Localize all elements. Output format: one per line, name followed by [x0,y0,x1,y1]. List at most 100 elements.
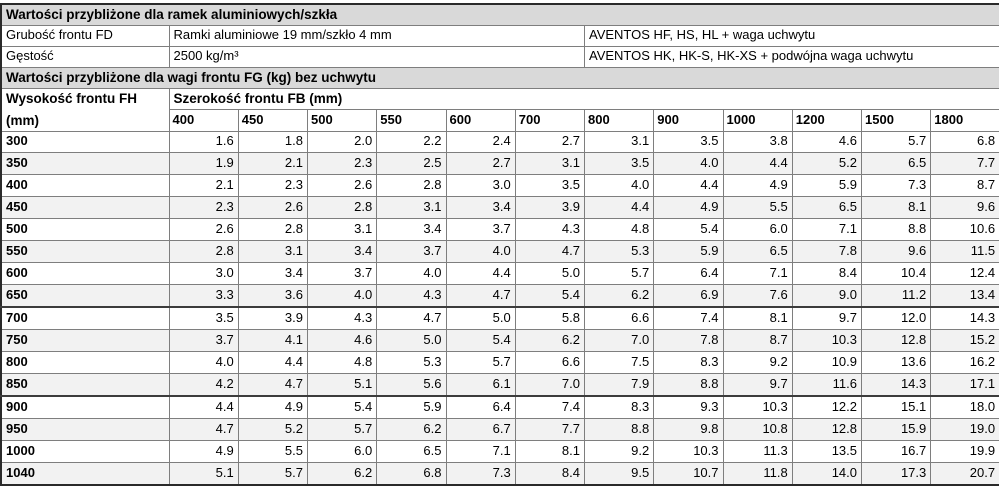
weight-cell-fh300-fb450: 1.8 [237,130,309,154]
weight-cell-fh400-fb450: 2.3 [237,174,309,198]
weight-cell-fh550-fb400: 2.8 [168,240,239,263]
weight-cell-fh700-fb450: 3.9 [237,305,309,331]
weight-row-fh-500: 500 2.6 2.8 3.1 3.4 3.7 4.3 4.8 5.4 6.0 7.1 8.8 10.6 [0,218,999,242]
weight-cell-fh650-fb1200: 9.0 [791,283,863,308]
weight-cell-fh750-fb1200: 10.3 [791,329,863,352]
weight-cell-fh500-fb1200: 7.1 [791,218,863,242]
weight-cell-fh300-fb600: 2.4 [445,130,516,154]
weight-cell-fh400-fb1200: 5.9 [791,174,863,198]
weight-cell-fh350-fb700: 3.1 [514,152,586,176]
weight-cell-fh800-fb800: 7.5 [583,350,655,374]
weight-cell-fh550-fb800: 5.3 [583,240,655,263]
weight-cell-fh450-fb800: 4.4 [583,196,655,220]
width-col-header-500: 500 [306,109,378,132]
weight-cell-fh600-fb900: 6.4 [653,261,724,285]
weight-cell-fh550-fb1200: 7.8 [791,240,863,263]
weight-cell-fh300-fb1500: 5.7 [860,130,932,154]
weight-cell-fh1000-fb1200: 13.5 [791,439,863,463]
section1-title: Wartości przybliżone dla ramek aluminiow… [0,3,999,26]
weight-cell-fh850-fb1500: 14.3 [860,372,932,397]
front-height-800: 800 [0,350,170,374]
weight-cell-fh600-fb700: 5.0 [514,261,586,285]
weight-cell-fh350-fb600: 2.7 [445,152,516,176]
weight-cell-fh850-fb400: 4.2 [168,372,239,397]
weight-cell-fh500-fb1500: 8.8 [860,218,932,242]
weight-cell-fh650-fb600: 4.7 [445,283,516,308]
weight-cell-fh1000-fb1000: 11.3 [722,439,793,463]
weight-cell-fh400-fb1500: 7.3 [860,174,932,198]
weight-cell-fh800-fb400: 4.0 [168,350,239,374]
weight-cell-fh450-fb1800: 9.6 [930,196,999,220]
weight-cell-fh550-fb1800: 11.5 [930,240,999,263]
front-height-350: 350 [0,152,170,176]
weight-cell-fh950-fb1000: 10.8 [722,418,793,441]
weight-cell-fh1040-fb900: 10.7 [653,461,724,486]
weight-cell-fh1040-fb1500: 17.3 [860,461,932,486]
matrix-header-row: Wysokość frontu FH (mm) Szerokość frontu… [0,87,999,132]
front-height-1000: 1000 [0,439,170,463]
weight-cell-fh900-fb1800: 18.0 [930,394,999,420]
weight-cell-fh500-fb700: 4.3 [514,218,586,242]
weight-cell-fh900-fb550: 5.9 [376,394,447,420]
weight-row-fh-750: 750 3.7 4.1 4.6 5.0 5.4 6.2 7.0 7.8 8.7 10.3 12.8 15… [0,329,999,352]
weight-cell-fh950-fb400: 4.7 [168,418,239,441]
weight-cell-fh1040-fb600: 7.3 [445,461,516,486]
weight-cell-fh400-fb500: 2.6 [306,174,378,198]
weight-cell-fh700-fb800: 6.6 [583,305,655,331]
weight-cell-fh900-fb1200: 12.2 [791,394,863,420]
weight-cell-fh300-fb1800: 6.8 [930,130,999,154]
width-col-header-1500: 1500 [860,109,932,132]
aventos-hf-hs-hl-note: AVENTOS HF, HS, HL + waga uchwytu [584,24,999,47]
front-width-group-header: Szerokość frontu FB (mm) [168,87,999,110]
weight-cell-fh550-fb1000: 6.5 [722,240,793,263]
width-col-header-700: 700 [514,109,586,132]
weight-cell-fh300-fb550: 2.2 [376,130,447,154]
front-height-unit: (mm) [6,112,39,128]
weight-cell-fh750-fb1000: 8.7 [722,329,793,352]
weight-cell-fh650-fb700: 5.4 [514,283,586,308]
weight-cell-fh300-fb1200: 4.6 [791,130,863,154]
weight-cell-fh1040-fb800: 9.5 [583,461,655,486]
front-height-650: 650 [0,283,170,308]
weight-cell-fh550-fb450: 3.1 [237,240,309,263]
weight-cell-fh750-fb700: 6.2 [514,329,586,352]
weight-cell-fh1000-fb1800: 19.9 [930,439,999,463]
front-height-1040: 1040 [0,461,170,486]
front-height-corner-header: Wysokość frontu FH (mm) [0,87,170,132]
weight-cell-fh750-fb1800: 15.2 [930,329,999,352]
front-height-950: 950 [0,418,170,441]
density-label: Gęstość [0,45,170,68]
weight-cell-fh600-fb400: 3.0 [168,261,239,285]
weight-cell-fh950-fb1500: 15.9 [860,418,932,441]
weight-cell-fh850-fb1800: 17.1 [930,372,999,397]
weight-cell-fh750-fb600: 5.4 [445,329,516,352]
weight-row-fh-600: 600 3.0 3.4 3.7 4.0 4.4 5.0 5.7 6.4 7.1 8.4 10.4 12.… [0,261,999,285]
weight-cell-fh600-fb800: 5.7 [583,261,655,285]
weight-cell-fh850-fb600: 6.1 [445,372,516,397]
weight-cell-fh800-fb550: 5.3 [376,350,447,374]
weight-cell-fh600-fb600: 4.4 [445,261,516,285]
weight-cell-fh500-fb1000: 6.0 [722,218,793,242]
weight-row-fh-350: 350 1.9 2.1 2.3 2.5 2.7 3.1 3.5 4.0 4.4 5.2 6.5 7.7 [0,152,999,176]
weight-cell-fh1000-fb800: 9.2 [583,439,655,463]
weight-cell-fh900-fb500: 5.4 [306,394,378,420]
weight-cell-fh800-fb1000: 9.2 [722,350,793,374]
weight-cell-fh600-fb1500: 10.4 [860,261,932,285]
weight-cell-fh700-fb1200: 9.7 [791,305,863,331]
weight-cell-fh800-fb500: 4.8 [306,350,378,374]
aventos-hk-note: AVENTOS HK, HK-S, HK-XS + podwójna waga … [584,45,999,68]
weight-cell-fh700-fb400: 3.5 [168,305,239,331]
weight-cell-fh350-fb450: 2.1 [237,152,309,176]
weight-cell-fh400-fb900: 4.4 [653,174,724,198]
front-height-550: 550 [0,240,170,263]
weight-cell-fh600-fb450: 3.4 [237,261,309,285]
weight-cell-fh900-fb800: 8.3 [583,394,655,420]
weight-cell-fh950-fb550: 6.2 [376,418,447,441]
weight-cell-fh1040-fb550: 6.8 [376,461,447,486]
weight-cell-fh750-fb450: 4.1 [237,329,309,352]
weight-cell-fh350-fb1200: 5.2 [791,152,863,176]
weight-cell-fh450-fb550: 3.1 [376,196,447,220]
weight-cell-fh650-fb400: 3.3 [168,283,239,308]
info-row-density: Gęstość 2500 kg/m³ AVENTOS HK, HK-S, HK-… [0,45,999,68]
